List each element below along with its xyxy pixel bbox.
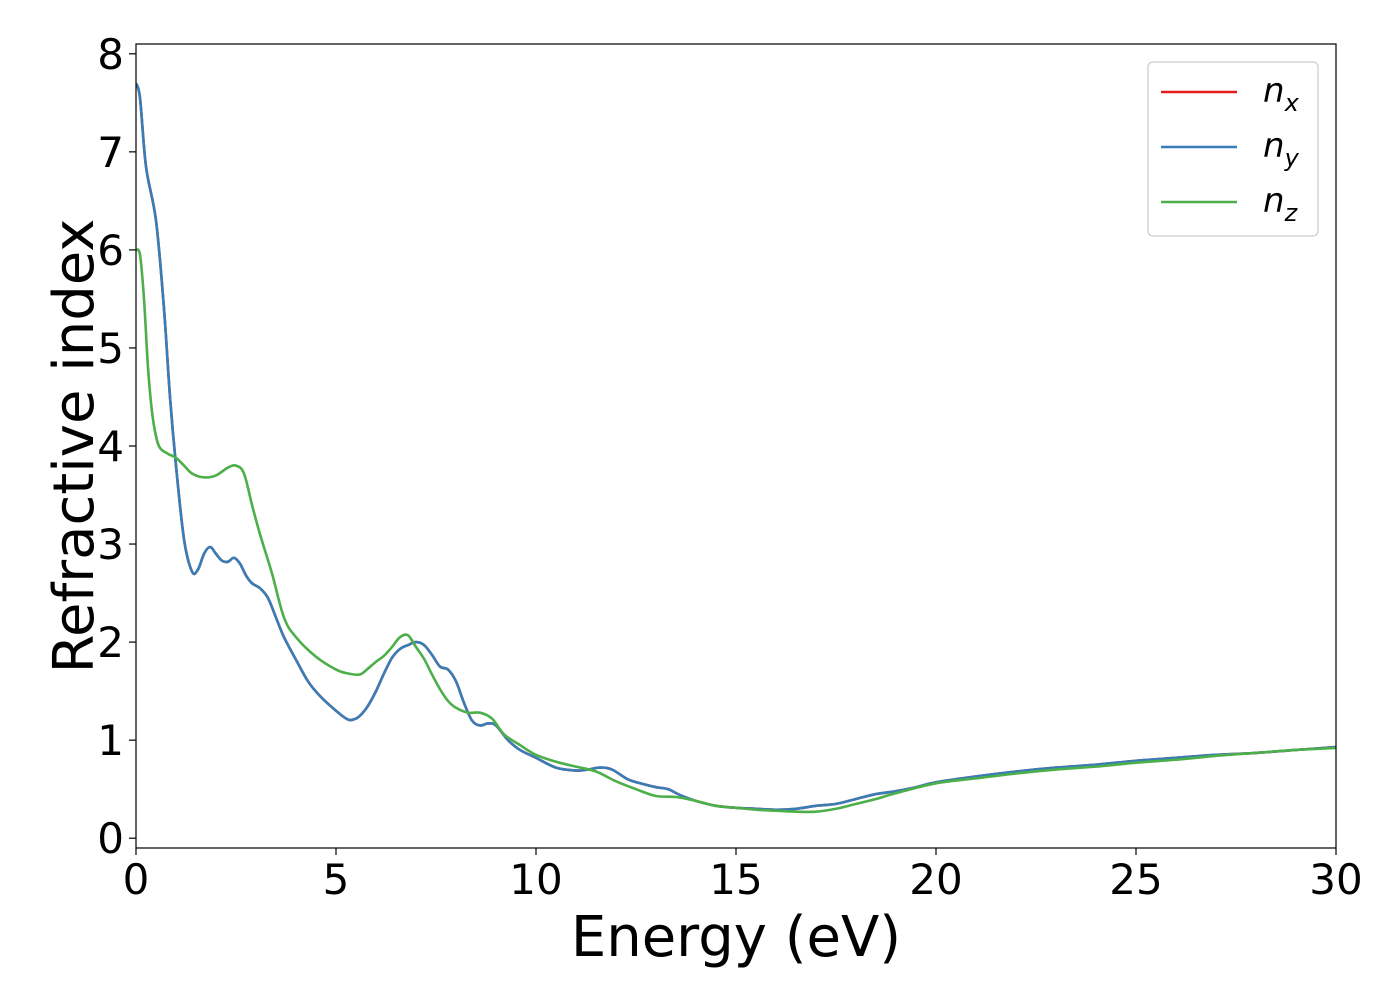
y-tick-label: 0 [97, 814, 124, 863]
series-line-ny [136, 82, 1336, 812]
legend-label-nx: nx [1263, 71, 1300, 117]
y-tick-label: 8 [97, 30, 124, 79]
series-layer [136, 82, 1336, 814]
x-tick-label: 20 [909, 855, 962, 904]
y-tick-label: 1 [97, 716, 124, 765]
legend-box [1147, 61, 1319, 237]
y-axis-ticks: 0 1 2 3 4 5 6 7 8 [97, 30, 136, 863]
x-tick-label: 15 [709, 855, 762, 904]
x-axis-ticks: 0 5 10 15 20 25 30 [123, 848, 1363, 904]
x-tick-label: 30 [1309, 855, 1362, 904]
x-tick-label: 10 [509, 855, 562, 904]
y-tick-label: 5 [97, 324, 124, 373]
legend: nx ny nz [1147, 61, 1319, 237]
x-axis-label: Energy (eV) [571, 905, 901, 970]
legend-label-ny: ny [1263, 126, 1300, 172]
y-tick-label: 7 [97, 128, 124, 177]
y-tick-label: 4 [97, 422, 124, 471]
x-tick-label: 0 [123, 855, 150, 904]
y-tick-label: 2 [97, 618, 124, 667]
y-tick-label: 3 [97, 520, 124, 569]
series-line-nz [136, 248, 1336, 814]
x-tick-label: 5 [323, 855, 350, 904]
legend-label-nz: nz [1263, 181, 1299, 227]
y-tick-label: 6 [97, 226, 124, 275]
x-tick-label: 25 [1109, 855, 1162, 904]
y-axis-label: Refractive index [42, 219, 107, 674]
